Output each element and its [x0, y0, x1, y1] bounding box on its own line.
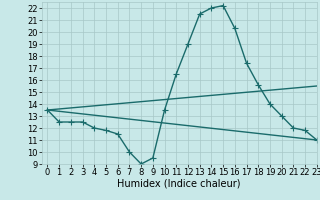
X-axis label: Humidex (Indice chaleur): Humidex (Indice chaleur) [117, 179, 241, 189]
